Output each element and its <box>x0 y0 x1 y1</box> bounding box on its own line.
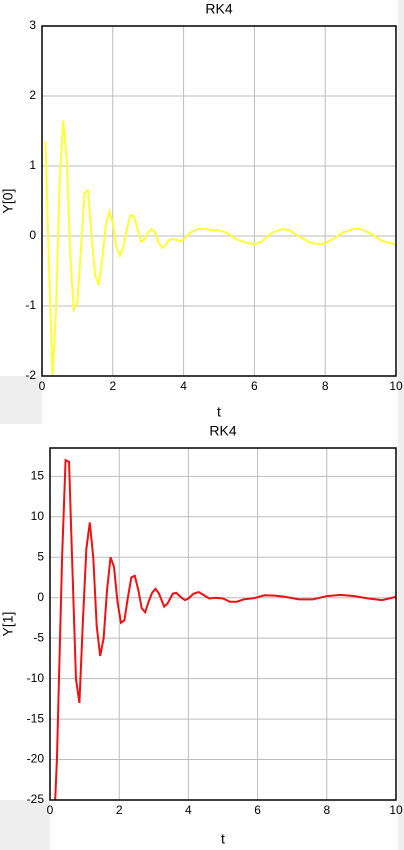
y-tick-label: 1 <box>29 158 36 172</box>
y-tick-label: -20 <box>27 752 45 766</box>
y-tick-label: 10 <box>31 509 45 523</box>
x-tick-label: 8 <box>322 379 329 393</box>
x-tick-label: 0 <box>47 803 54 817</box>
plot-frame <box>41 25 397 377</box>
plot-frame <box>49 447 397 801</box>
y-tick-label: -15 <box>27 711 45 725</box>
x-tick-label: 6 <box>254 803 261 817</box>
data-line <box>54 458 397 801</box>
x-tick-label: 4 <box>180 379 187 393</box>
x-tick-label: 8 <box>323 803 330 817</box>
y-tick-label: 3 <box>29 18 36 32</box>
x-tick-label: 10 <box>389 803 403 817</box>
y-tick-label: 2 <box>29 88 36 102</box>
y-tick-label: 0 <box>37 590 44 604</box>
plot-area <box>50 448 396 800</box>
x-tick-label: 2 <box>116 803 123 817</box>
y-tick-label: -5 <box>33 630 44 644</box>
y-tick-label: -2 <box>25 368 36 382</box>
y-tick-label: 5 <box>37 549 44 563</box>
x-tick-label: 0 <box>39 379 46 393</box>
y-tick-label: 0 <box>29 228 36 242</box>
x-axis-label: t <box>221 831 225 847</box>
y-axis-label: Y[1] <box>0 612 16 637</box>
x-tick-label: 4 <box>185 803 192 817</box>
y-tick-label: 15 <box>31 468 45 482</box>
chart-title: RK4 <box>205 1 232 17</box>
plot-area <box>42 26 396 376</box>
y-tick-label: -1 <box>25 298 36 312</box>
x-tick-label: 2 <box>109 379 116 393</box>
panel-gap <box>0 376 42 424</box>
x-tick-label: 10 <box>389 379 403 393</box>
x-tick-label: 6 <box>251 379 258 393</box>
y-axis-label: Y[0] <box>0 189 16 214</box>
chart-title: RK4 <box>209 423 236 439</box>
x-axis-label: t <box>217 404 221 420</box>
y-tick-label: -10 <box>27 671 45 685</box>
data-line <box>44 120 397 377</box>
side-strip <box>398 0 404 850</box>
y-tick-label: -25 <box>27 792 45 806</box>
panel-gap <box>0 800 50 850</box>
